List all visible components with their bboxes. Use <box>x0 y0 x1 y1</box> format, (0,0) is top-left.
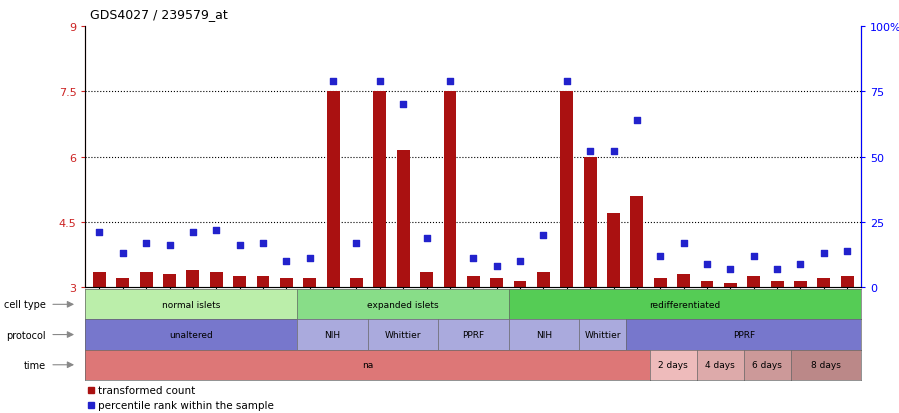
Point <box>699 261 714 267</box>
Bar <box>139 272 153 287</box>
Point <box>583 149 597 155</box>
Bar <box>747 277 761 287</box>
Point <box>373 78 387 85</box>
Text: GDS4027 / 239579_at: GDS4027 / 239579_at <box>90 8 227 21</box>
Text: 4 days: 4 days <box>706 361 735 369</box>
Bar <box>841 277 854 287</box>
Bar <box>607 214 620 287</box>
Text: time: time <box>24 360 46 370</box>
Point <box>116 250 130 257</box>
Bar <box>770 281 784 287</box>
Bar <box>513 281 527 287</box>
Point <box>466 256 480 262</box>
Point <box>746 253 761 259</box>
Point <box>139 240 154 247</box>
Text: unaltered: unaltered <box>169 330 213 339</box>
Bar <box>303 279 316 287</box>
Text: na: na <box>362 361 373 369</box>
Bar <box>490 279 503 287</box>
Point <box>629 117 644 124</box>
Bar <box>537 272 550 287</box>
Bar <box>233 277 246 287</box>
Point <box>770 266 784 273</box>
Bar <box>116 279 129 287</box>
Bar <box>630 196 644 287</box>
Point <box>559 78 574 85</box>
Bar <box>373 92 387 287</box>
Bar <box>583 157 597 287</box>
Text: Whittier: Whittier <box>385 330 421 339</box>
Bar <box>209 272 223 287</box>
Point <box>443 78 458 85</box>
Text: 8 days: 8 days <box>811 361 841 369</box>
Text: PPRF: PPRF <box>733 330 755 339</box>
Bar <box>467 277 480 287</box>
Text: 6 days: 6 days <box>752 361 782 369</box>
Text: expanded islets: expanded islets <box>367 300 439 309</box>
Bar <box>560 92 574 287</box>
Point <box>536 232 550 239</box>
Point <box>793 261 807 267</box>
Bar <box>163 274 176 287</box>
Bar <box>443 92 457 287</box>
Bar <box>326 92 340 287</box>
Point <box>256 240 271 247</box>
Text: normal islets: normal islets <box>162 300 220 309</box>
Point <box>606 149 620 155</box>
Point <box>653 253 667 259</box>
Bar <box>420 272 433 287</box>
Bar <box>817 279 831 287</box>
Bar <box>256 277 270 287</box>
Text: NIH: NIH <box>536 330 552 339</box>
Point <box>163 242 177 249</box>
Point <box>396 102 411 108</box>
Text: cell type: cell type <box>4 299 46 310</box>
Bar <box>677 274 690 287</box>
Bar <box>93 272 106 287</box>
Point <box>209 227 224 233</box>
Point <box>840 248 854 254</box>
Text: protocol: protocol <box>6 330 46 340</box>
Bar <box>396 151 410 287</box>
Point <box>233 242 247 249</box>
Point <box>350 240 364 247</box>
Text: NIH: NIH <box>325 330 341 339</box>
Text: percentile rank within the sample: percentile rank within the sample <box>98 400 274 410</box>
Point <box>326 78 341 85</box>
Point <box>723 266 737 273</box>
Point <box>303 256 317 262</box>
Text: redifferentiated: redifferentiated <box>649 300 720 309</box>
Point <box>186 229 200 236</box>
Text: transformed count: transformed count <box>98 385 195 395</box>
Text: PPRF: PPRF <box>462 330 485 339</box>
Bar <box>724 283 737 287</box>
Point <box>489 263 503 270</box>
Bar <box>186 270 200 287</box>
Point <box>816 250 831 257</box>
Point <box>93 229 107 236</box>
Text: Whittier: Whittier <box>584 330 621 339</box>
Point <box>676 240 690 247</box>
Bar <box>280 279 293 287</box>
Bar <box>794 281 807 287</box>
Point <box>512 258 527 265</box>
Bar <box>654 279 667 287</box>
Point <box>280 258 294 265</box>
Bar <box>700 281 714 287</box>
Bar <box>350 279 363 287</box>
Text: 2 days: 2 days <box>658 361 688 369</box>
Point <box>420 235 434 241</box>
